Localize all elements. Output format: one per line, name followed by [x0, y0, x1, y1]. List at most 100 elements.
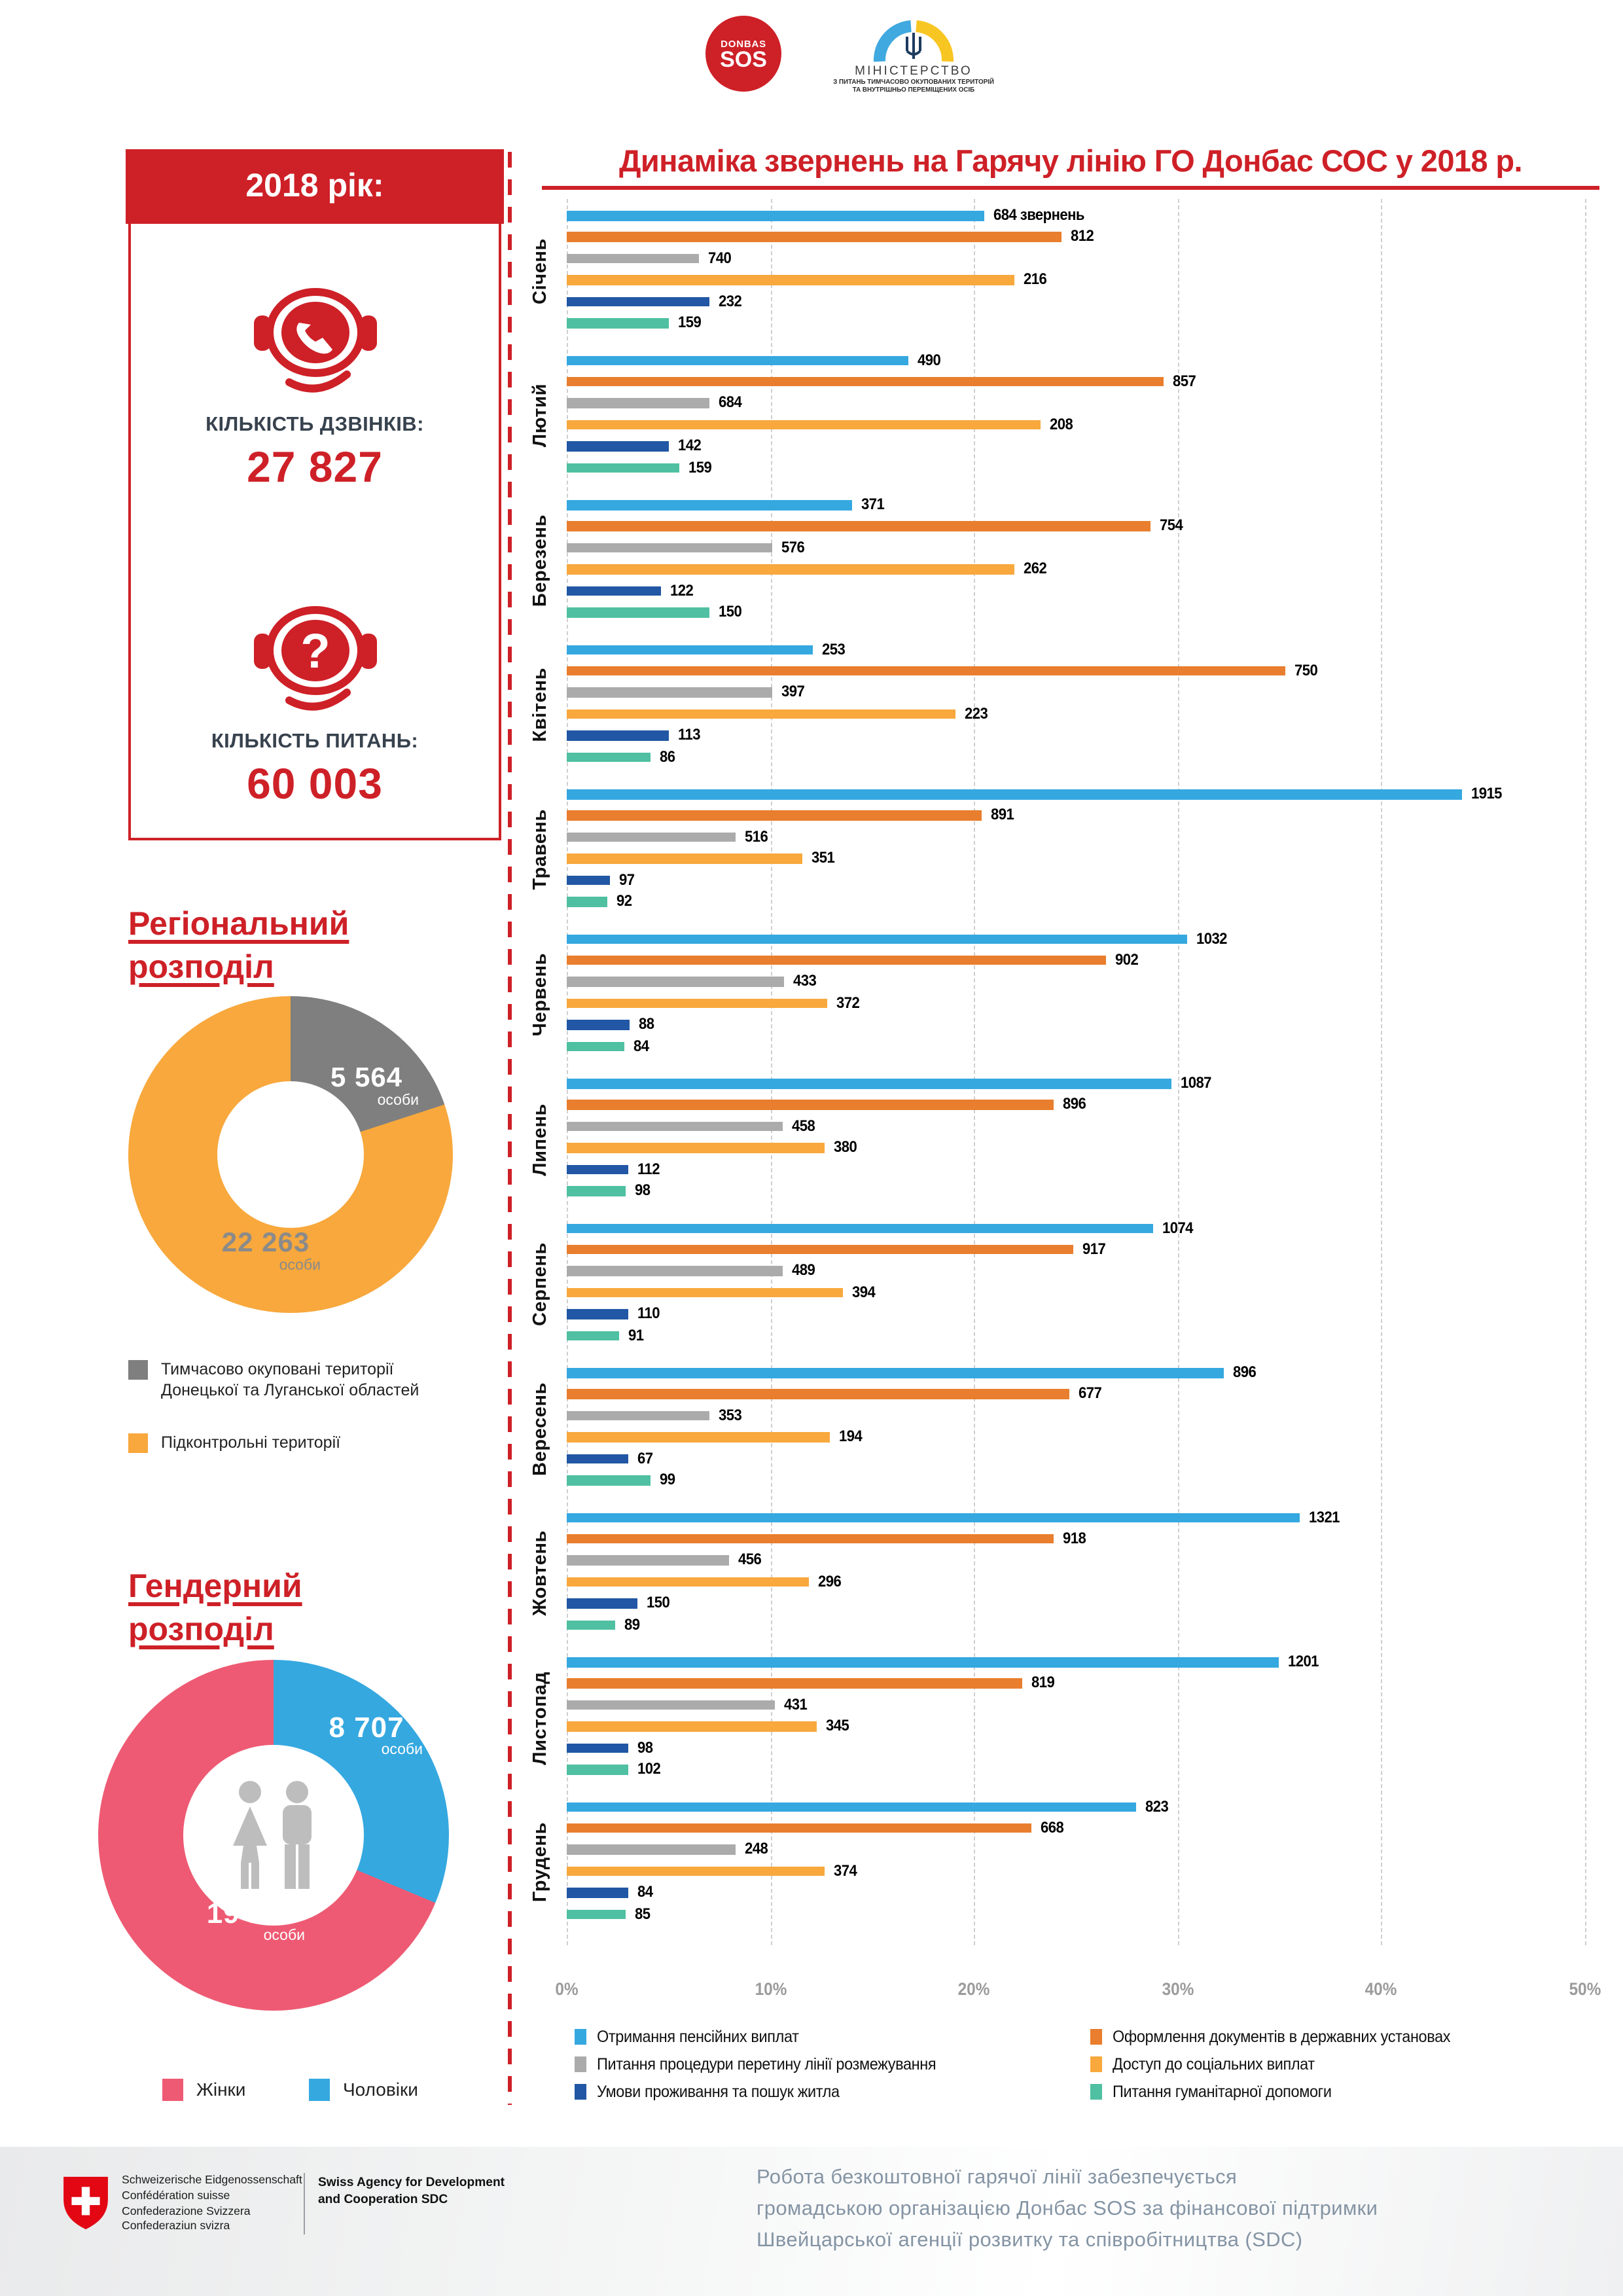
bar-Вересень-3: [567, 1432, 830, 1443]
bar-Серпень-2: [567, 1266, 783, 1276]
bar-value-label: 812: [1070, 226, 1094, 245]
bar-value-label: 1087: [1180, 1073, 1211, 1092]
chart-legend-item-0: Отримання пенсійних виплат: [575, 2028, 812, 2046]
bar-Лютий-0: [567, 355, 909, 365]
bar-Травень-2: [567, 832, 736, 842]
bar-value-label: 159: [688, 457, 711, 476]
chart-legend-label: Отримання пенсійних виплат: [597, 2028, 799, 2046]
red-dashed-divider: [508, 152, 512, 2105]
swiss-line: Schweizerische Eidgenossenschaft: [122, 2173, 302, 2186]
donbas-sos-logo-top: DONBAS: [721, 38, 766, 50]
bar-value-label: 67: [637, 1448, 652, 1467]
ministry-sub1: З ПИТАНЬ ТИМЧАСОВО ОКУПОВАНИХ ТЕРИТОРІЙ: [833, 80, 994, 86]
month-label-text: Червень: [530, 952, 551, 1037]
month-label-text: Травень: [530, 809, 551, 891]
bar-Квітень-2: [567, 687, 773, 698]
bar-Березень-1: [567, 521, 1151, 531]
bar-Травень-4: [567, 875, 610, 886]
bar-Березень-2: [567, 543, 773, 553]
funding-line: Робота безкоштовної гарячої лінії забезп…: [757, 2166, 1238, 2189]
month-label-text: Вересень: [530, 1382, 551, 1475]
chart-legend-label: Доступ до соціальних виплат: [1113, 2055, 1315, 2073]
regional-legend-swatch-orange: [128, 1433, 148, 1453]
bar-Жовтень-4: [567, 1598, 638, 1609]
gender-title: Гендерний розподіл: [128, 1568, 302, 1648]
bar-value-label: 857: [1172, 371, 1196, 390]
bar-Лютий-3: [567, 420, 1041, 430]
ministry-arch-trident-icon: [873, 20, 954, 62]
axis-tick-label: 50%: [1568, 1979, 1601, 1999]
bar-value-label: 750: [1294, 660, 1318, 679]
bar-value-label: 740: [708, 248, 732, 267]
bar-Серпень-5: [567, 1331, 620, 1340]
bar-Липень-3: [567, 1143, 825, 1153]
gridline: [1177, 199, 1179, 1945]
bar-value-label: 110: [637, 1304, 660, 1323]
month-label-text: Березень: [530, 514, 551, 607]
gender-legend-men: Чоловіки: [309, 2079, 418, 2101]
bar-Квітень-0: [567, 645, 813, 655]
month-group-Березень: Березень 371 754 576 262 122 150: [530, 488, 1607, 633]
month-group-Серпень: Серпень 1074 917 489 394 110 91: [530, 1211, 1607, 1356]
bar-Квітень-4: [567, 730, 669, 741]
chart-legend-swatch: [1090, 2084, 1102, 2100]
month-label-text: Грудень: [530, 1822, 551, 1903]
bar-Липень-2: [567, 1121, 783, 1132]
bar-Вересень-4: [567, 1454, 628, 1464]
bar-value-label: 1074: [1162, 1218, 1193, 1236]
swiss-confederation-lines: Schweizerische Eidgenossenschaft Confédér…: [122, 2173, 302, 2234]
bar-Жовтень-0: [567, 1513, 1300, 1522]
swiss-line: Confédération suisse: [122, 2188, 230, 2202]
gender-donut-hole: [183, 1745, 364, 1926]
bar-value-label: 516: [745, 827, 768, 846]
bar-value-label: 394: [852, 1282, 876, 1301]
axis-tick-label: 20%: [957, 1979, 990, 1999]
bar-value-label: 248: [745, 1839, 768, 1858]
bar-value-label: 88: [639, 1014, 654, 1033]
chart-legend-item-1: Оформлення документів в державних устано…: [1090, 2028, 1472, 2046]
bar-value-label: 223: [965, 704, 988, 723]
stats-box: [128, 152, 501, 840]
month-label-text: Жовтень: [530, 1530, 551, 1616]
bar-Листопад-0: [567, 1657, 1279, 1667]
bar-Червень-0: [567, 934, 1188, 944]
bar-Червень-4: [567, 1020, 630, 1030]
male-female-icon: [233, 1781, 312, 1889]
month-group-Вересень: Вересень 896 677 353 194 67 99: [530, 1356, 1607, 1501]
bar-value-label: 823: [1145, 1797, 1169, 1815]
bar-Жовтень-3: [567, 1577, 810, 1587]
bar-Вересень-1: [567, 1389, 1070, 1399]
chart-plot: Січень 684 звернень 812 740 216 232 159 Лютий 49…: [530, 199, 1607, 1945]
bar-value-label: 891: [991, 805, 1014, 824]
bar-Жовтень-5: [567, 1620, 616, 1630]
bar-value-label: 102: [637, 1759, 660, 1778]
bar-value-label: 684 звернень: [993, 206, 1084, 224]
chart-legend-item-4: Умови проживання та пошук житла: [575, 2083, 855, 2101]
bar-Грудень-0: [567, 1802, 1137, 1812]
bar-Жовтень-1: [567, 1534, 1054, 1544]
bar-value-label: 902: [1115, 950, 1139, 969]
bar-value-label: 112: [637, 1159, 660, 1178]
bar-value-label: 677: [1079, 1384, 1102, 1403]
gridline: [567, 199, 568, 1945]
bar-Березень-0: [567, 500, 852, 510]
swiss-line: Confederaziun svizra: [122, 2219, 230, 2233]
bar-value-label: 98: [637, 1738, 652, 1757]
bar-Квітень-3: [567, 709, 955, 719]
swiss-line: Confederazione Svizzera: [122, 2204, 251, 2217]
gender-slice-men-label: 8 707 особи: [329, 1711, 423, 1759]
bar-value-label: 142: [677, 436, 702, 455]
month-group-Жовтень: Жовтень 1321 918 456 296 150 89: [530, 1501, 1607, 1645]
bar-Жовтень-2: [567, 1555, 730, 1566]
ministry-sub2: ТА ВНУТРІШНЬО ПЕРЕМІЩЕНИХ ОСІБ: [852, 88, 975, 94]
bar-Травень-5: [567, 897, 608, 906]
bar-value-label: 896: [1233, 1363, 1257, 1381]
month-label: Листопад: [525, 1645, 556, 1790]
bar-Січень-4: [567, 296, 709, 307]
bar-value-label: 1201: [1288, 1652, 1319, 1670]
month-group-Квітень: Квітень 253 750 397 223 113 86: [530, 633, 1607, 778]
bar-value-label: 458: [791, 1116, 815, 1135]
bar-Вересень-5: [567, 1475, 651, 1485]
bar-Березень-3: [567, 564, 1015, 575]
